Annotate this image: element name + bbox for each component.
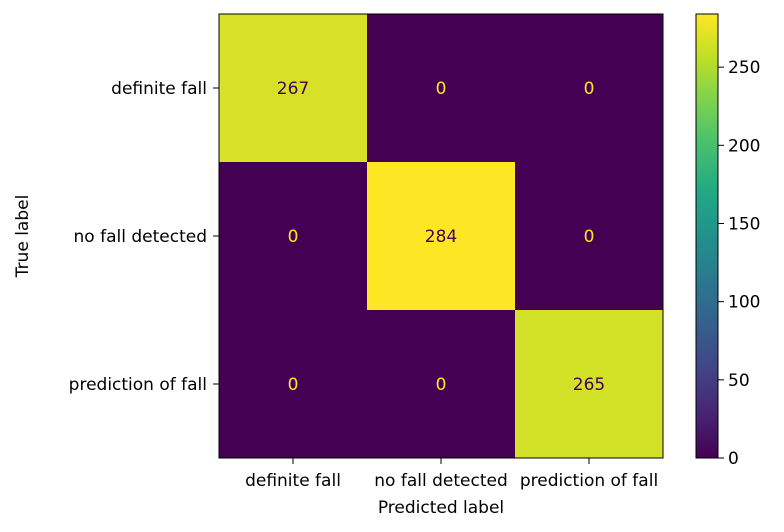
cell-value-label: 0 <box>288 375 299 395</box>
colorbar-tick-label: 100 <box>728 293 760 313</box>
colorbar-ticks: 0 50 100 150 200 250 <box>718 58 760 469</box>
cell-value-label: 0 <box>584 227 595 247</box>
matrix-cell <box>515 14 663 162</box>
x-tick-label: prediction of fall <box>520 471 658 491</box>
x-tick-label: no fall detected <box>374 471 507 491</box>
colorbar-tick-label: 150 <box>728 214 760 234</box>
cell-value-label: 0 <box>288 227 299 247</box>
colorbar-tick-label: 0 <box>728 449 739 469</box>
matrix-cell <box>367 310 515 458</box>
matrix-cell <box>219 162 367 310</box>
matrix-cell <box>515 310 663 458</box>
cell-value-label: 267 <box>277 79 309 99</box>
cell-value-label: 284 <box>425 227 457 247</box>
cell-value-label: 265 <box>573 375 605 395</box>
matrix-cell <box>515 162 663 310</box>
x-tick-label: definite fall <box>245 471 341 491</box>
matrix-cell <box>219 14 367 162</box>
matrix-cell <box>219 310 367 458</box>
cell-value-label: 0 <box>584 79 595 99</box>
colorbar-tick-label: 200 <box>728 136 760 156</box>
y-axis-ticks: definite fall no fall detected prediction … <box>69 79 219 395</box>
y-tick-label: definite fall <box>111 79 207 99</box>
y-tick-label: no fall detected <box>74 227 207 247</box>
matrix-cell <box>367 14 515 162</box>
colorbar-tick-label: 250 <box>728 58 760 78</box>
cell-value-labels: 267 0 0 0 284 0 0 0 265 <box>277 79 605 395</box>
matrix-cells <box>219 14 663 458</box>
y-tick-label: prediction of fall <box>69 375 207 395</box>
cell-value-label: 0 <box>436 79 447 99</box>
x-axis-ticks: definite fall no fall detected prediction … <box>245 458 658 491</box>
cell-value-label: 0 <box>436 375 447 395</box>
matrix-cell <box>367 162 515 310</box>
colorbar <box>695 13 719 459</box>
colorbar-tick-label: 50 <box>728 371 750 391</box>
x-axis-label: Predicted label <box>378 498 504 518</box>
y-axis-label: True label <box>13 195 33 279</box>
